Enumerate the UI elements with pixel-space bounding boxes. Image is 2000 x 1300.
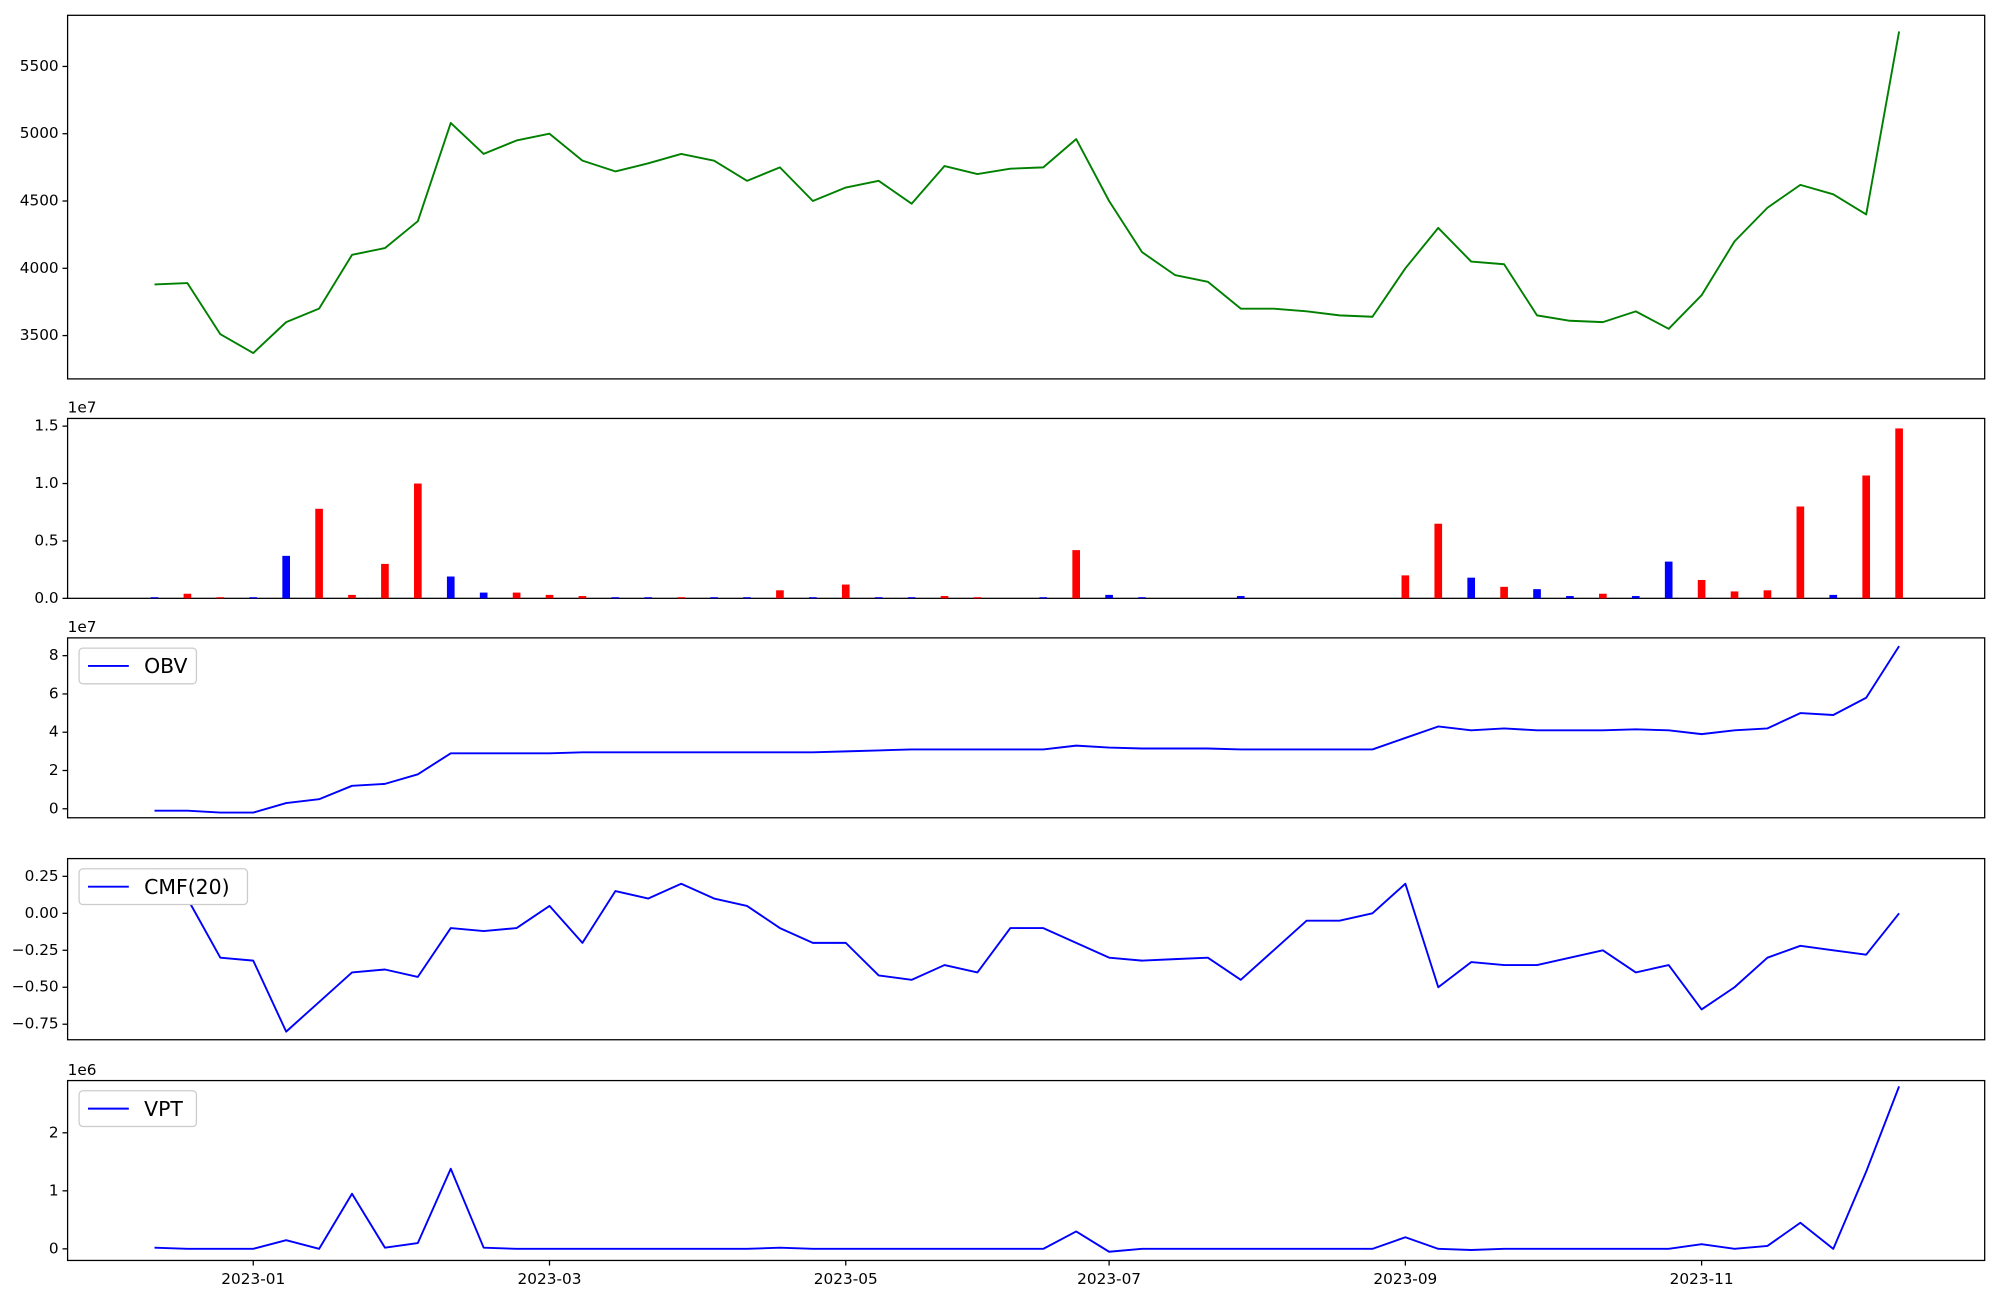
bar <box>545 594 554 599</box>
x-tick-label: 2023-03 <box>518 1270 582 1288</box>
legend-box <box>78 868 249 906</box>
legend-label: OBV <box>144 654 187 678</box>
y-tick-label: 5000 <box>20 124 59 142</box>
bar <box>841 584 850 599</box>
bar <box>1763 590 1772 599</box>
y-tick-label: 1.0 <box>34 474 58 492</box>
y-tick-label: 0.0 <box>34 589 58 607</box>
bar <box>611 597 620 599</box>
y-tick-label: −0.50 <box>12 978 59 996</box>
bar <box>1500 586 1508 599</box>
axes-frame <box>66 637 1986 819</box>
bar <box>1467 577 1476 599</box>
bar <box>907 597 916 599</box>
y-tick-label: 0 <box>49 799 59 817</box>
bar <box>249 597 258 599</box>
offset-label: 1e7 <box>68 618 97 636</box>
bar <box>446 576 455 599</box>
y-tick-label: 0.5 <box>34 531 58 549</box>
line-series <box>154 645 1900 814</box>
y-tick-label: 4500 <box>20 192 59 210</box>
bar <box>710 597 718 599</box>
bar <box>1039 597 1048 599</box>
bar <box>1072 550 1081 599</box>
bar <box>1631 596 1640 599</box>
axes-frame <box>66 417 1986 599</box>
offset-label: 1e7 <box>68 399 97 417</box>
y-tick-label: 0 <box>49 1239 59 1257</box>
y-tick-label: 8 <box>49 646 59 664</box>
y-tick-label: 6 <box>49 684 59 702</box>
bar <box>150 597 159 599</box>
legend-box <box>78 647 198 685</box>
bar <box>1105 594 1113 599</box>
axes-frame <box>66 857 1986 1041</box>
bar <box>973 597 982 599</box>
bar <box>1434 523 1443 599</box>
y-tick-label: 4000 <box>20 259 59 277</box>
bar <box>282 555 290 599</box>
y-tick-label: 0.25 <box>25 867 59 885</box>
bar <box>874 597 883 599</box>
y-tick-label: 1 <box>49 1181 59 1199</box>
y-tick-label: −0.75 <box>12 1015 59 1033</box>
bar <box>1829 594 1838 599</box>
offset-label: 1e6 <box>68 1061 97 1079</box>
x-tick-label: 2023-09 <box>1373 1270 1437 1288</box>
bar <box>1697 579 1706 599</box>
y-tick-label: −0.25 <box>12 941 59 959</box>
bar <box>414 483 422 599</box>
bar <box>183 593 192 599</box>
bar <box>216 597 225 599</box>
y-tick-label: 2 <box>49 761 59 779</box>
legend-box <box>78 1090 198 1128</box>
legend-label: VPT <box>144 1097 183 1121</box>
bar <box>644 597 653 599</box>
bar <box>1533 589 1541 599</box>
bar <box>1730 591 1739 599</box>
bar <box>381 563 389 599</box>
y-tick-label: 0.00 <box>25 904 59 922</box>
y-tick-label: 4 <box>49 723 59 741</box>
bar <box>1599 593 1607 599</box>
bar <box>479 592 488 599</box>
bar <box>1138 597 1146 599</box>
bar <box>743 597 751 599</box>
bar <box>1796 506 1805 599</box>
bar <box>809 597 817 599</box>
bar <box>1401 575 1410 599</box>
x-tick-label: 2023-07 <box>1077 1270 1141 1288</box>
y-tick-label: 1.5 <box>34 417 58 435</box>
line-series <box>154 31 1901 355</box>
bar <box>776 590 784 599</box>
bar <box>1862 475 1871 599</box>
legend-label: CMF(20) <box>144 875 229 899</box>
x-tick-label: 2023-11 <box>1670 1270 1734 1288</box>
x-tick-label: 2023-05 <box>814 1270 878 1288</box>
y-tick-label: 3500 <box>20 326 59 344</box>
axes-frame <box>66 14 1986 380</box>
bar <box>940 596 949 599</box>
bar <box>348 594 356 599</box>
x-tick-label: 2023-01 <box>221 1270 285 1288</box>
y-tick-label: 2 <box>49 1123 59 1141</box>
axes-frame <box>66 1079 1986 1262</box>
bar <box>1566 596 1574 599</box>
y-tick-label: 5500 <box>20 57 59 75</box>
bar <box>578 596 587 599</box>
bar <box>677 597 686 599</box>
line-series <box>154 1086 1900 1253</box>
bar <box>1895 428 1903 599</box>
bar <box>315 508 323 599</box>
bar <box>1664 561 1673 599</box>
bar <box>512 592 521 599</box>
line-series <box>153 868 1900 1033</box>
bar <box>1236 596 1245 599</box>
